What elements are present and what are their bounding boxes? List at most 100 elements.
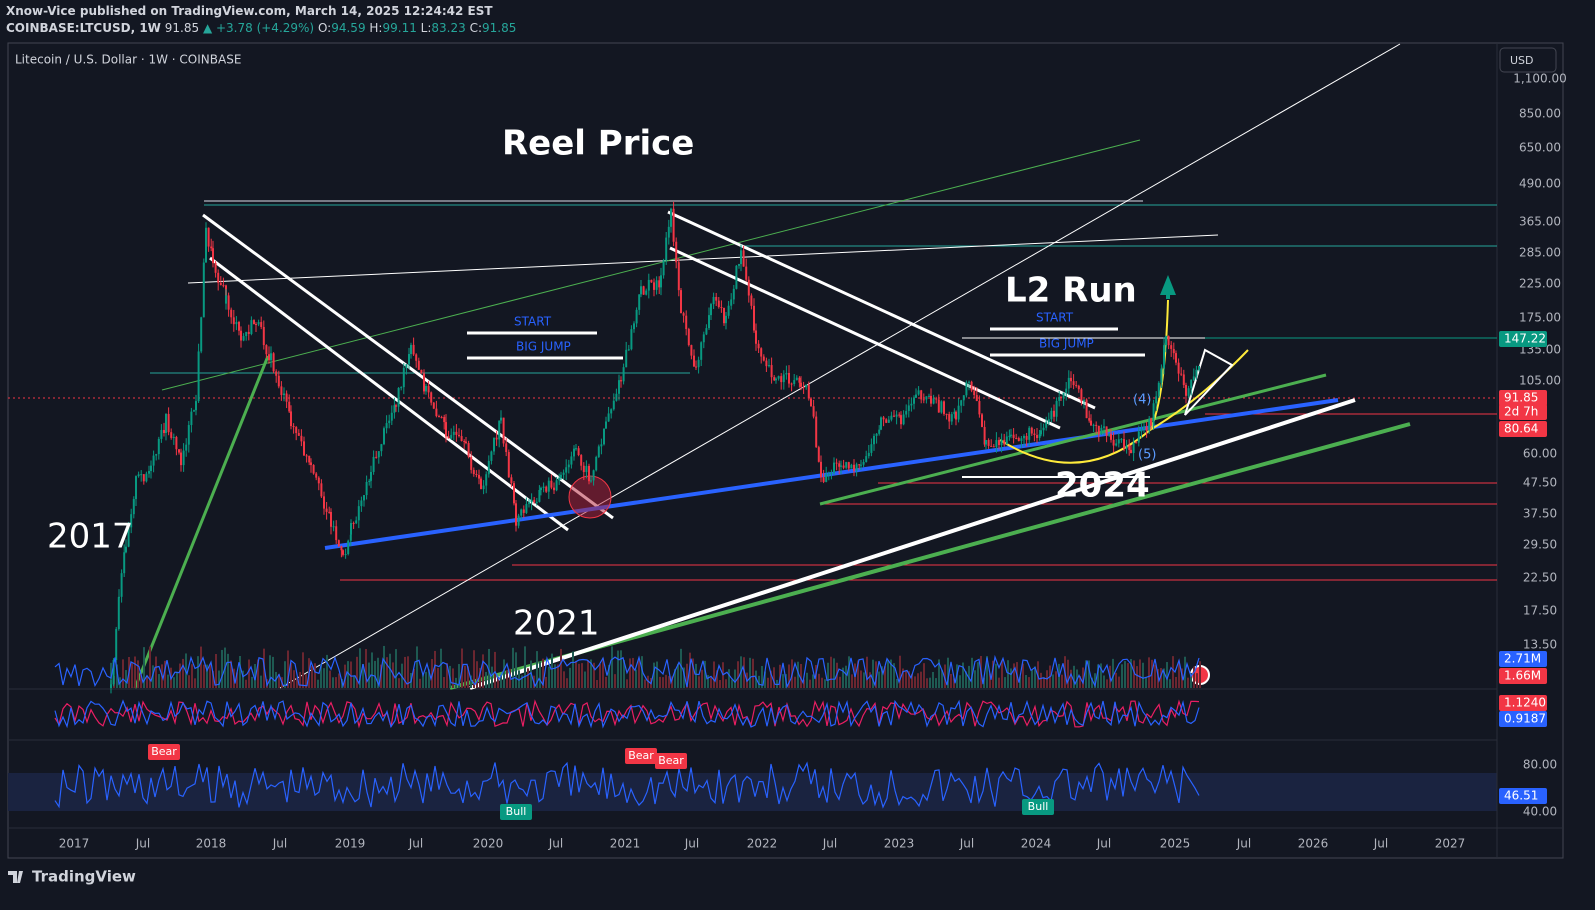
candle xyxy=(380,444,383,452)
candle xyxy=(1140,428,1143,432)
candle xyxy=(650,279,653,283)
candle xyxy=(400,387,403,389)
volume-bar xyxy=(1073,665,1075,688)
candle xyxy=(870,444,873,453)
volume-bar xyxy=(1001,660,1003,688)
candle xyxy=(910,403,913,406)
volume-bar xyxy=(1193,666,1195,688)
candle xyxy=(408,353,410,365)
volume-bar xyxy=(500,675,502,688)
candle xyxy=(878,429,881,434)
annotation: Reel Price xyxy=(502,124,694,164)
price-axis-label: 365.00 xyxy=(1519,215,1561,229)
candle xyxy=(1115,443,1118,446)
candle xyxy=(723,307,725,324)
candle xyxy=(550,480,553,488)
candle xyxy=(795,377,798,381)
trend-line xyxy=(209,256,569,532)
candle xyxy=(732,288,735,300)
candle xyxy=(393,405,396,413)
candle xyxy=(245,331,248,337)
candle xyxy=(845,462,848,468)
volume-bar xyxy=(1112,658,1114,688)
volume-bar xyxy=(1187,677,1189,688)
candle xyxy=(853,464,855,471)
time-axis-label: Jul xyxy=(272,837,287,851)
candle xyxy=(840,465,842,467)
time-axis-label: Jul xyxy=(1236,837,1251,851)
volume-bar xyxy=(1121,664,1123,688)
candle xyxy=(1088,418,1091,421)
volume-bar xyxy=(542,658,544,688)
price-badge xyxy=(1499,788,1547,804)
candle xyxy=(460,436,463,441)
volume-bar xyxy=(1166,662,1168,688)
candle xyxy=(112,660,115,685)
currency-button[interactable] xyxy=(1499,47,1557,73)
volume-bar xyxy=(476,661,478,688)
candle xyxy=(955,411,957,420)
volume-bar xyxy=(611,646,613,688)
candle xyxy=(658,280,661,288)
volume-bar xyxy=(758,675,760,688)
volume-bar xyxy=(503,659,505,688)
candle xyxy=(210,246,213,249)
candle xyxy=(420,369,423,374)
time-axis-label: Jul xyxy=(135,837,150,851)
candle xyxy=(377,451,380,458)
price-badge-text: 2.71M xyxy=(1504,652,1541,666)
volume-bar xyxy=(509,668,511,688)
candle xyxy=(270,353,272,361)
volume-bar xyxy=(767,677,769,688)
candle xyxy=(505,443,508,453)
candle xyxy=(730,299,733,306)
candle xyxy=(482,485,485,490)
volume-bar xyxy=(359,648,361,688)
candle xyxy=(890,415,893,420)
candle xyxy=(1177,362,1180,374)
signal-text: Bear xyxy=(628,749,654,762)
candle xyxy=(522,509,525,513)
chart-frame xyxy=(7,42,1564,859)
volume-bar xyxy=(1106,679,1108,688)
close: 91.85 xyxy=(482,21,517,35)
volume-bar xyxy=(1082,667,1084,688)
volume-bar xyxy=(602,658,604,688)
candle xyxy=(1112,439,1115,446)
price-axis-label: 490.00 xyxy=(1519,177,1561,191)
volume-bar xyxy=(134,656,136,688)
volume-bar xyxy=(764,671,766,688)
volume-bar xyxy=(626,679,628,688)
candle xyxy=(777,376,780,379)
volume-bar xyxy=(497,676,499,688)
candle xyxy=(458,434,460,437)
volume-bar xyxy=(428,669,430,688)
candle xyxy=(660,275,662,288)
volume-bar xyxy=(665,674,667,688)
volume-bar xyxy=(1028,677,1030,688)
candle xyxy=(363,495,365,501)
candle xyxy=(423,373,425,392)
candle xyxy=(985,440,987,445)
price-axis-label: 40.00 xyxy=(1523,805,1557,819)
candle xyxy=(913,397,915,404)
candle xyxy=(1020,438,1023,441)
volume-bar xyxy=(1061,674,1063,688)
candle xyxy=(285,393,288,402)
volume-bar xyxy=(749,657,751,688)
volume-bar xyxy=(299,671,301,688)
candle xyxy=(1155,396,1158,404)
candle xyxy=(340,546,343,551)
footer-logo: TradingView xyxy=(32,868,136,886)
trend-line xyxy=(187,234,1219,284)
candle xyxy=(515,503,517,526)
volume-bar xyxy=(215,653,217,688)
volume-bar xyxy=(572,651,574,688)
volume-bar xyxy=(365,648,367,688)
candle xyxy=(875,433,878,436)
volume-bar xyxy=(995,663,997,688)
candle xyxy=(895,414,898,417)
volume-bar xyxy=(1010,668,1012,688)
candle xyxy=(1117,439,1120,444)
candle xyxy=(725,315,727,324)
